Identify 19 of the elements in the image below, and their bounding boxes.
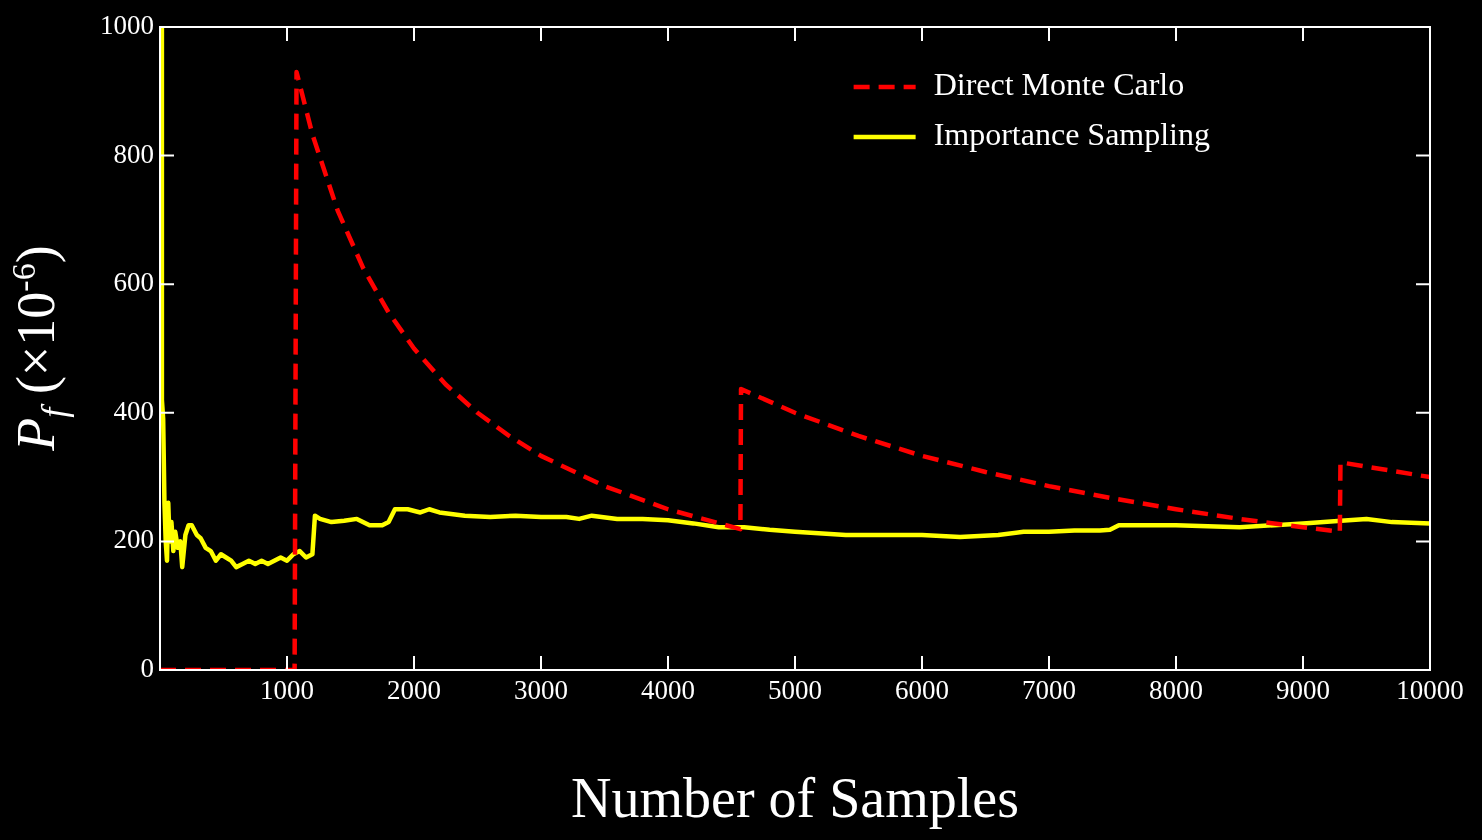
y-tick-label: 0 [140,653,154,684]
x-tick-label: 9000 [1276,675,1330,706]
x-tick-label: 5000 [768,675,822,706]
x-tick-label: 4000 [641,675,695,706]
y-tick-label: 400 [113,395,154,426]
y-tick-label: 600 [113,267,154,298]
x-tick-label: 1000 [260,675,314,706]
x-tick-label: 3000 [514,675,568,706]
legend-label: Importance Sampling [933,116,1210,153]
x-tick-label: 8000 [1149,675,1203,706]
x-tick-label: 6000 [895,675,949,706]
x-tick-label: 7000 [1022,675,1076,706]
y-tick-label: 200 [113,524,154,555]
x-axis-title: Number of Samples [571,767,1019,830]
y-tick-label: 1000 [100,10,154,41]
legend-label: Direct Monte Carlo [933,66,1185,103]
y-tick-label: 800 [113,138,154,169]
x-tick-label: 2000 [387,675,441,706]
x-tick-label: 10000 [1396,675,1464,706]
